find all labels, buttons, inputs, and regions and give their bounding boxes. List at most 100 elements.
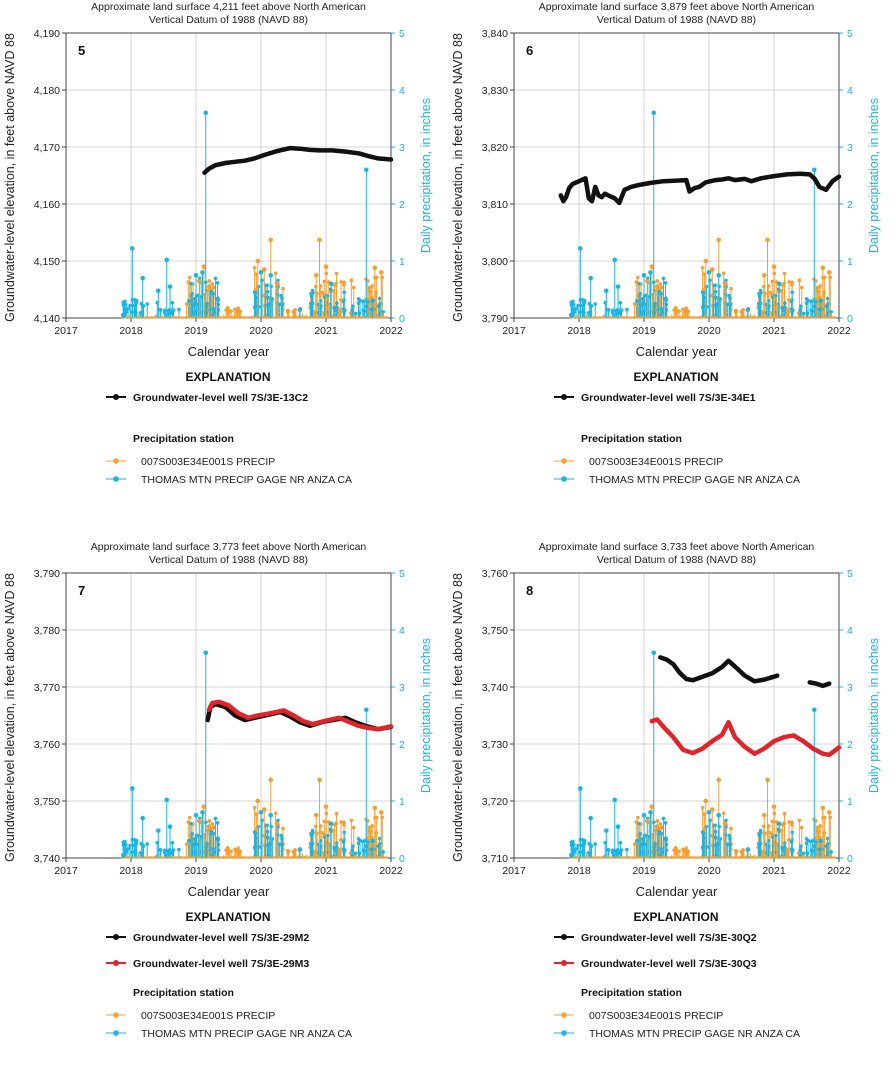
precip-point	[192, 302, 197, 306]
precip-peak-point-orange	[206, 824, 212, 829]
precip-point	[253, 291, 258, 296]
precip-peak-point-orange	[765, 237, 770, 243]
precip-point	[804, 297, 809, 301]
precip-peak-point-orange	[771, 804, 777, 809]
y2-tick-label: 1	[847, 796, 853, 808]
precip-point	[123, 842, 128, 847]
precip-peak-point-orange	[709, 807, 715, 812]
precip-point	[816, 285, 820, 290]
legend-well-marker	[113, 934, 119, 940]
precip-point	[189, 281, 193, 286]
y-tick-label: 3,720	[482, 796, 508, 808]
y2-tick-label: 1	[847, 256, 853, 268]
precip-point	[790, 282, 794, 287]
precip-point	[377, 836, 382, 841]
precip-point	[335, 841, 339, 845]
y2-axis-label: Daily precipitation, in inches	[419, 98, 433, 253]
y-tick-label: 4,170	[34, 142, 60, 154]
precip-point	[328, 287, 333, 292]
y2-tick-label: 4	[847, 625, 853, 637]
precip-point	[291, 310, 296, 314]
precip-peak-point-orange	[313, 272, 319, 278]
x-tick-label: 2018	[119, 865, 143, 877]
precip-peak-point-orange	[826, 810, 832, 815]
precip-point	[356, 841, 361, 846]
x-tick-label: 2020	[249, 325, 273, 337]
precip-point	[713, 830, 718, 834]
precip-point	[368, 285, 372, 290]
precip-point	[655, 279, 660, 283]
precip-peak-point-blue	[328, 281, 334, 287]
precip-peak-point-blue	[812, 707, 817, 713]
precip-point	[796, 311, 801, 315]
precip-point	[252, 265, 257, 270]
precip-point	[761, 284, 766, 289]
precip-point	[215, 821, 220, 825]
y-tick-label: 3,800	[482, 256, 508, 268]
precip-point	[571, 302, 576, 307]
precip-peak-point-orange	[654, 824, 660, 829]
precip-point	[349, 278, 354, 283]
precip-point	[356, 301, 361, 306]
precip-point	[586, 851, 591, 855]
precip-peak-point-blue	[706, 810, 712, 815]
y-tick-label: 3,710	[482, 853, 508, 865]
precip-point	[311, 831, 315, 835]
precip-peak-point-orange	[826, 270, 832, 275]
precip-point	[799, 844, 803, 848]
precip-point	[213, 276, 218, 281]
y-tick-label: 4,180	[34, 85, 60, 97]
precip-point	[824, 844, 829, 849]
precip-peak-point-orange	[196, 278, 202, 284]
y-tick-label: 3,780	[34, 625, 60, 637]
precip-peak-point-blue	[651, 110, 657, 116]
precip-point	[186, 820, 191, 824]
precip-point	[356, 837, 361, 841]
precip-point	[362, 309, 367, 313]
precip-peak-point-blue	[745, 847, 751, 852]
x-tick-label: 2019	[632, 325, 656, 337]
precip-point	[653, 828, 658, 833]
precip-point	[701, 831, 706, 836]
precip-point	[263, 843, 267, 848]
precip-point	[226, 851, 230, 856]
y2-tick-label: 0	[399, 853, 405, 865]
x-tick-label: 2022	[827, 325, 851, 337]
precip-point	[580, 303, 585, 308]
precip-point	[759, 831, 763, 835]
precip-peak-point-orange	[317, 777, 322, 783]
y2-tick-label: 5	[847, 568, 853, 580]
precip-point	[614, 849, 619, 854]
precip-peak-point-blue	[568, 852, 574, 858]
precip-point	[356, 297, 361, 301]
precip-peak-point-orange	[274, 821, 280, 827]
precip-peak-point-blue	[120, 852, 126, 858]
precip-point	[776, 287, 781, 292]
precip-peak-point-blue	[716, 812, 722, 818]
precip-point	[593, 302, 597, 306]
precip-point	[123, 302, 128, 307]
precip-point	[810, 849, 815, 853]
precip-peak-point-orange	[268, 237, 274, 243]
precip-point	[618, 840, 623, 845]
plot-frame	[65, 32, 392, 319]
precip-point	[126, 307, 130, 311]
precip-point	[210, 282, 215, 286]
precip-point	[163, 848, 167, 853]
precip-peak-point-orange	[722, 821, 728, 827]
precip-peak-point-blue	[612, 257, 618, 263]
precip-point	[276, 818, 280, 823]
explanation-heading: EXPLANATION	[185, 370, 270, 384]
precip-peak-point-blue	[615, 284, 621, 289]
precip-point	[234, 849, 239, 854]
precip-peak-point-blue	[130, 246, 135, 251]
chart-title-line-1: Approximate land surface 3,879 feet abov…	[539, 1, 815, 13]
precip-point	[187, 815, 192, 820]
panel-number: 8	[526, 583, 533, 598]
precip-peak-point-blue	[641, 812, 647, 818]
groundwater-series-line	[658, 655, 832, 689]
precip-point	[759, 291, 763, 295]
legend-precip-heading: Precipitation station	[133, 433, 234, 445]
y-tick-label: 3,770	[34, 682, 60, 694]
precip-point	[637, 281, 641, 286]
